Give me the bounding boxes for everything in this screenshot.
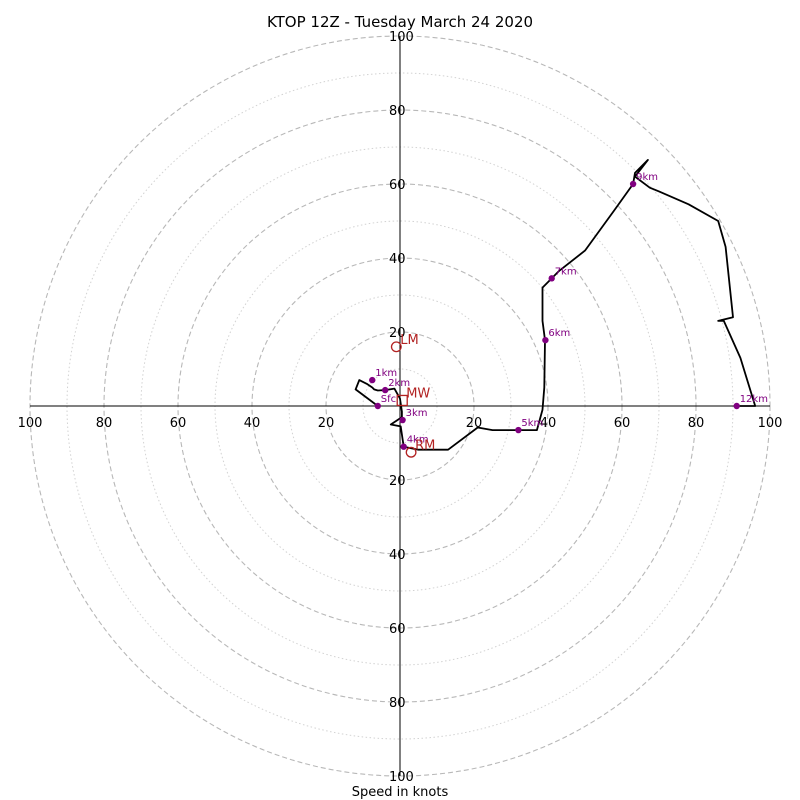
x-tick-label: 20	[318, 416, 335, 431]
height-marker-dot-1km	[369, 376, 376, 384]
y-tick-label: 100	[389, 770, 414, 785]
height-marker-dot-7km	[548, 275, 555, 282]
y-tick-label: 20	[389, 474, 406, 489]
y-tick-label: 80	[389, 104, 406, 119]
x-tick-label: 80	[96, 416, 113, 431]
storm-motion-marker-LM	[390, 341, 402, 353]
height-marker-label-6km: 6km	[548, 328, 570, 339]
height-marker-label-Sfc: Sfc	[381, 394, 396, 405]
y-tick-label: 60	[389, 178, 406, 193]
storm-motion-marker-RM	[405, 446, 417, 458]
tick-labels: 100 80 60 40 20 20 40 60 80 100100806040202040608…	[18, 30, 783, 785]
storm-motion-label-LM: LM	[400, 333, 418, 348]
x-tick-label: 40	[244, 416, 261, 431]
height-marker-label-7km: 7km	[555, 266, 577, 277]
height-marker-dot-2km	[382, 386, 389, 394]
height-marker-dot-12km	[733, 402, 740, 410]
height-marker-label-12km: 12km	[740, 394, 768, 405]
chart-title: KTOP 12Z - Tuesday March 24 2020	[267, 13, 533, 31]
height-marker-label-4km: 4km	[407, 435, 429, 446]
x-tick-label: 80	[688, 416, 705, 431]
x-axis-label: Speed in knots	[352, 785, 449, 800]
storm-motion-markers: LM MW RM	[390, 333, 435, 458]
x-tick-label: 100	[758, 416, 783, 431]
storm-motion-label-MW: MW	[406, 386, 430, 401]
x-tick-label: 40	[540, 416, 557, 431]
y-tick-label: 100	[389, 30, 414, 45]
height-marker-dot-5km	[515, 426, 522, 434]
storm-motion-label-RM: RM	[415, 438, 435, 453]
y-tick-label: 40	[389, 548, 406, 563]
height-marker-label-5km: 5km	[521, 418, 543, 429]
height-marker-label-9km: 9km	[636, 172, 658, 183]
storm-motion-marker-MW	[396, 394, 408, 407]
y-tick-label: 60	[389, 622, 406, 637]
height-marker-label-3km: 3km	[406, 408, 428, 419]
height-marker-label-1km: 1km	[375, 368, 397, 379]
height-marker-label-2km: 2km	[388, 378, 410, 389]
x-tick-label: 100	[18, 416, 43, 431]
y-tick-label: 20	[389, 326, 406, 341]
height-marker-dot-6km	[542, 336, 549, 344]
height-marker-dot-Sfc	[374, 402, 381, 410]
height-marker-dot-4km	[400, 443, 407, 450]
x-tick-label: 60	[170, 416, 187, 431]
height-marker-dot-9km	[629, 180, 637, 188]
x-tick-label: 60	[614, 416, 631, 431]
y-tick-label: 40	[389, 252, 406, 267]
height-marker-dot-3km	[399, 416, 406, 424]
y-tick-label: 80	[389, 696, 406, 711]
